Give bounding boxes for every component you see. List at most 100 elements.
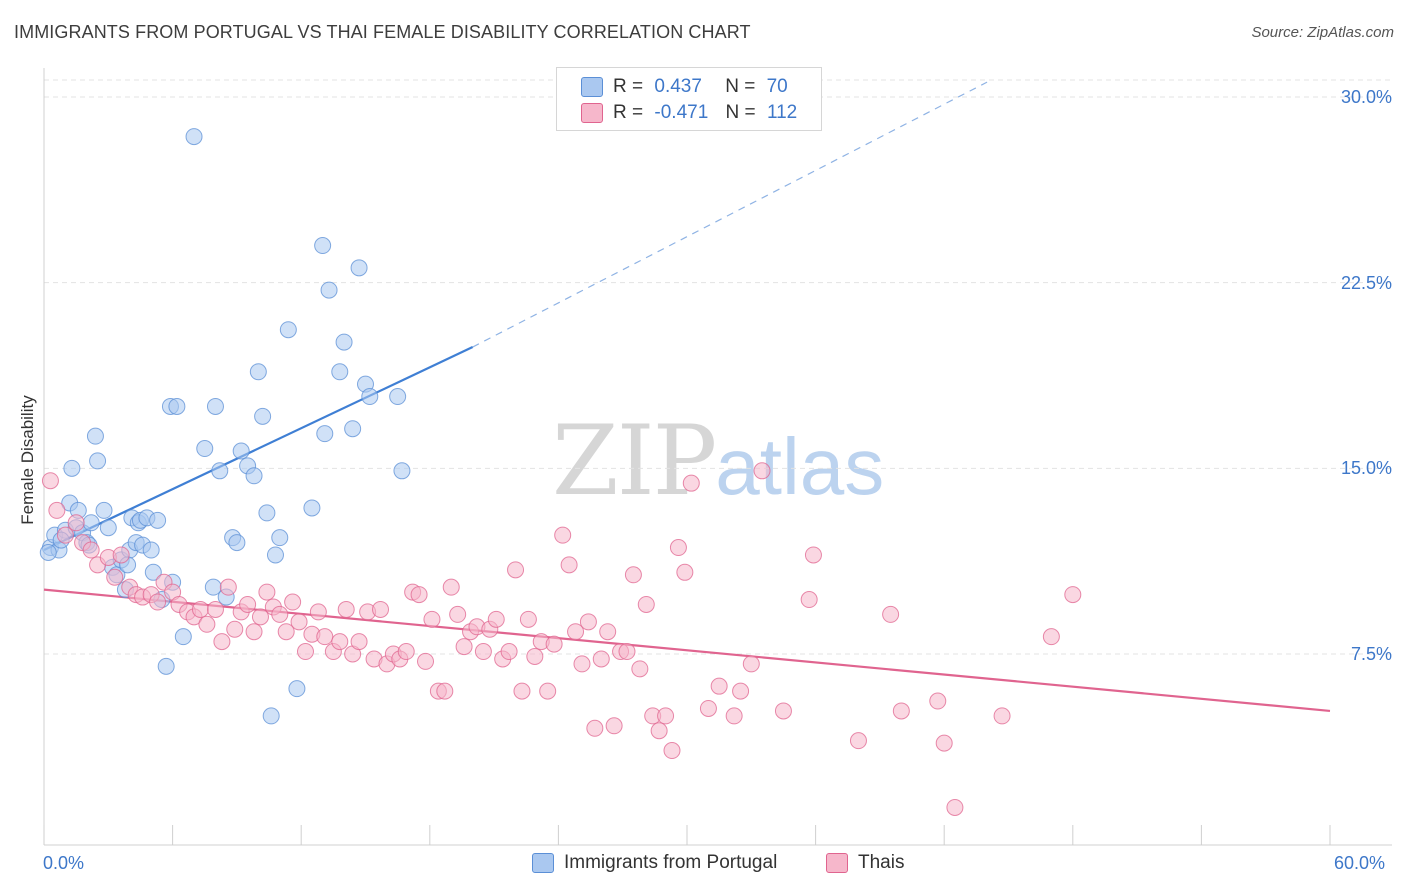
point-thais bbox=[284, 593, 302, 611]
point-portugal bbox=[254, 407, 272, 425]
x-tick-label-max: 60.0% bbox=[1334, 853, 1386, 873]
point-portugal bbox=[245, 467, 263, 485]
point-thais bbox=[592, 650, 610, 668]
point-thais bbox=[637, 595, 655, 613]
legend-text-thais: R = -0.471 N = 112 bbox=[613, 102, 797, 124]
point-thais bbox=[487, 610, 505, 628]
point-portugal bbox=[89, 452, 107, 470]
point-thais bbox=[663, 742, 681, 760]
point-thais bbox=[545, 635, 563, 653]
axes bbox=[43, 68, 1392, 846]
watermark: ZIPatlas bbox=[552, 405, 884, 517]
y-tick-label: 22.5% bbox=[1340, 272, 1392, 293]
point-thais bbox=[554, 526, 572, 544]
point-thais bbox=[271, 605, 289, 623]
point-portugal bbox=[144, 563, 162, 581]
watermark-atlas: atlas bbox=[715, 422, 885, 511]
point-thais bbox=[106, 568, 124, 586]
point-thais bbox=[67, 514, 85, 532]
point-thais bbox=[526, 647, 544, 665]
point-portugal bbox=[258, 504, 276, 522]
point-portugal bbox=[279, 321, 297, 339]
point-thais bbox=[417, 652, 435, 670]
point-thais bbox=[206, 600, 224, 618]
point-thais bbox=[618, 643, 636, 661]
point-thais bbox=[725, 707, 743, 725]
point-thais bbox=[599, 623, 617, 641]
legend-r-label: R = bbox=[613, 102, 644, 123]
legend-r-value: 0.437 bbox=[654, 76, 702, 97]
legend-text-portugal: R = 0.437 N = 70 bbox=[613, 76, 788, 98]
watermark-zip: ZIP bbox=[552, 405, 717, 517]
trend-line-portugal bbox=[43, 346, 474, 552]
point-thais bbox=[676, 563, 694, 581]
point-thais bbox=[631, 660, 649, 678]
point-thais bbox=[258, 583, 276, 601]
point-thais bbox=[804, 546, 822, 564]
point-thais bbox=[290, 613, 308, 631]
point-thais bbox=[513, 682, 531, 700]
point-thais bbox=[455, 638, 473, 656]
point-thais bbox=[539, 682, 557, 700]
point-thais bbox=[277, 623, 295, 641]
point-portugal bbox=[344, 420, 362, 438]
point-thais bbox=[560, 556, 578, 574]
point-thais bbox=[753, 462, 771, 480]
stats-legend: R = 0.437 N = 70 R = -0.471 N = 112 bbox=[556, 67, 822, 131]
legend-n-value: 112 bbox=[766, 102, 798, 123]
point-thais bbox=[892, 702, 910, 720]
point-thais bbox=[316, 628, 334, 646]
point-thais bbox=[742, 655, 760, 673]
point-thais bbox=[624, 566, 642, 584]
point-thais bbox=[507, 561, 525, 579]
point-portugal bbox=[303, 499, 321, 517]
point-thais bbox=[935, 734, 953, 752]
series-swatch-portugal bbox=[532, 853, 554, 873]
point-portugal bbox=[99, 519, 117, 537]
legend-r-value: -0.471 bbox=[654, 102, 709, 123]
point-thais bbox=[112, 546, 130, 564]
point-portugal bbox=[157, 657, 175, 675]
point-thais bbox=[699, 699, 717, 717]
point-portugal bbox=[262, 707, 280, 725]
point-thais bbox=[56, 526, 74, 544]
point-portugal bbox=[185, 128, 203, 146]
point-thais bbox=[423, 610, 441, 628]
point-portugal bbox=[249, 363, 267, 381]
legend-swatch-portugal bbox=[581, 77, 603, 97]
series-label-portugal: Immigrants from Portugal bbox=[564, 852, 778, 873]
point-portugal bbox=[149, 511, 167, 529]
point-portugal bbox=[350, 259, 368, 277]
y-tick-label: 7.5% bbox=[1350, 644, 1392, 664]
chart-source: Source: ZipAtlas.com bbox=[1251, 24, 1394, 41]
point-thais bbox=[213, 633, 231, 651]
point-portugal bbox=[314, 237, 332, 255]
point-thais bbox=[929, 692, 947, 710]
series-label-thais: Thais bbox=[858, 852, 905, 873]
point-thais bbox=[946, 798, 964, 816]
data-points bbox=[39, 128, 1082, 816]
point-thais bbox=[372, 600, 390, 618]
point-portugal bbox=[335, 333, 353, 351]
point-thais bbox=[449, 605, 467, 623]
point-thais bbox=[573, 655, 591, 673]
point-thais bbox=[882, 605, 900, 623]
point-thais bbox=[337, 600, 355, 618]
legend-n-value: 70 bbox=[766, 76, 788, 97]
point-thais bbox=[226, 620, 244, 638]
point-thais bbox=[474, 643, 492, 661]
point-portugal bbox=[142, 541, 160, 559]
point-portugal bbox=[361, 388, 379, 406]
point-thais bbox=[849, 732, 867, 750]
grid-lines bbox=[44, 79, 1392, 655]
y-tick-label: 15.0% bbox=[1340, 458, 1392, 479]
point-thais bbox=[500, 643, 518, 661]
point-portugal bbox=[63, 459, 81, 477]
point-thais bbox=[82, 541, 100, 559]
point-portugal bbox=[206, 397, 224, 415]
point-thais bbox=[519, 610, 537, 628]
point-thais bbox=[331, 633, 349, 651]
point-thais bbox=[198, 615, 216, 633]
point-portugal bbox=[228, 534, 246, 552]
point-portugal bbox=[82, 514, 100, 532]
